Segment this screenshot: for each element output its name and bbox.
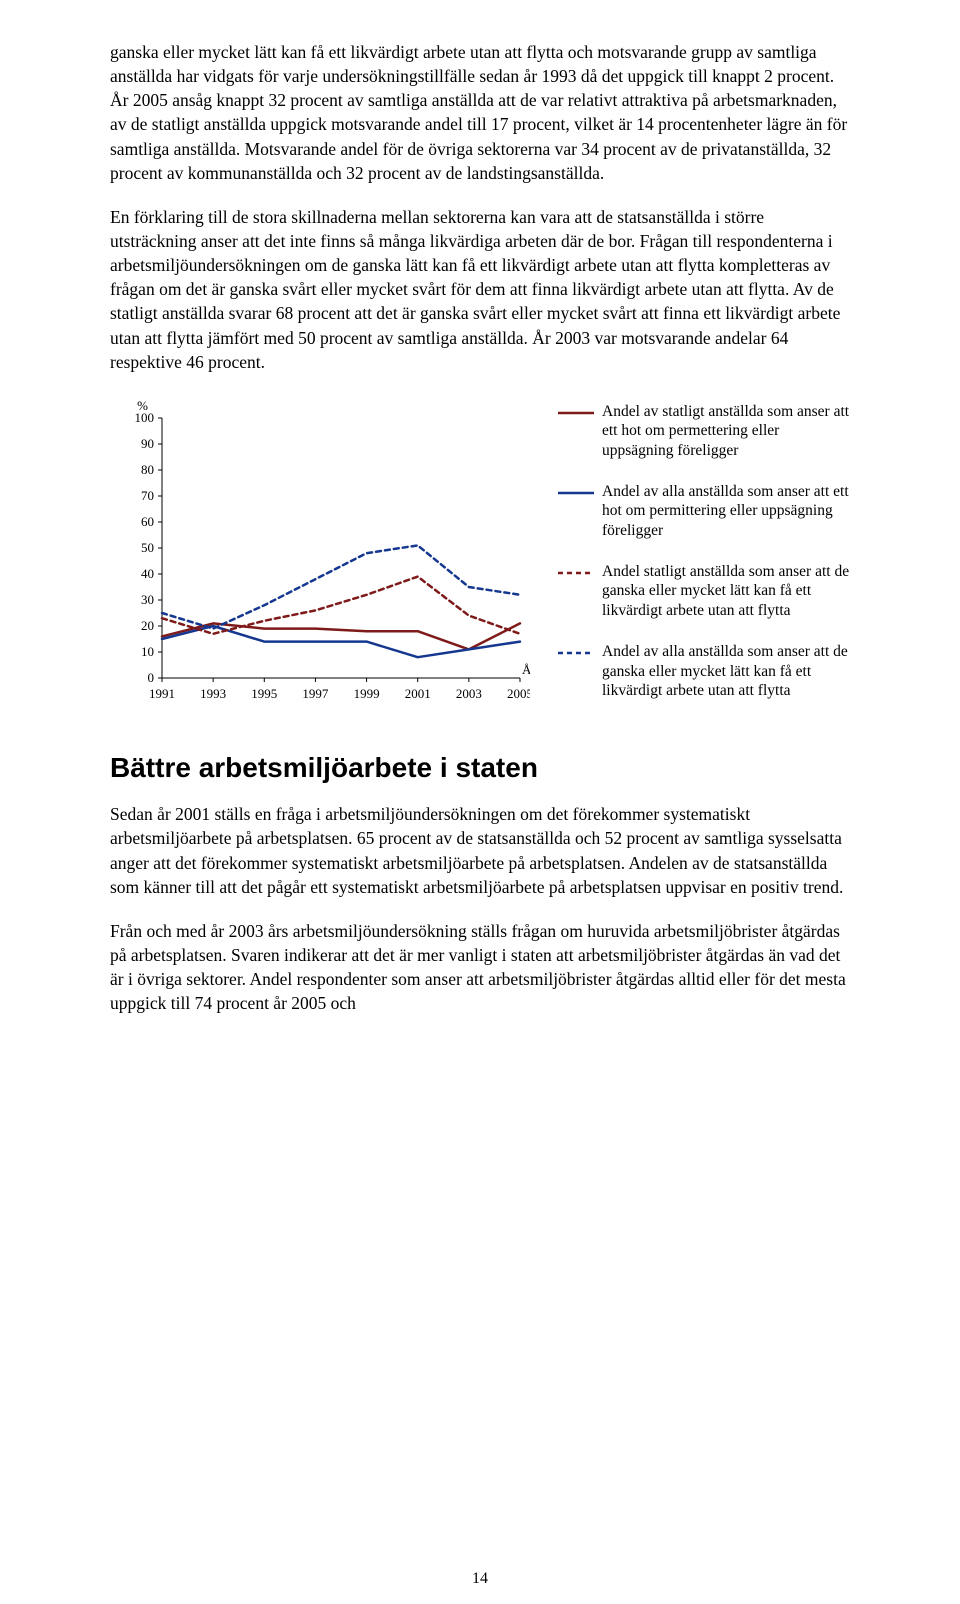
legend-swatch — [558, 570, 594, 576]
legend-entry: Andel av alla anställda som anser att de… — [558, 642, 850, 700]
svg-text:40: 40 — [141, 566, 154, 581]
svg-text:90: 90 — [141, 436, 154, 451]
section-heading: Bättre arbetsmiljöarbete i staten — [110, 752, 850, 784]
svg-text:70: 70 — [141, 488, 154, 503]
chart-legend: Andel av statligt anställda som anser at… — [530, 394, 850, 723]
legend-swatch — [558, 410, 594, 416]
svg-text:1997: 1997 — [302, 686, 329, 701]
svg-text:1991: 1991 — [149, 686, 175, 701]
svg-text:%: % — [137, 398, 148, 413]
page-number: 14 — [0, 1570, 960, 1588]
svg-text:År: År — [522, 662, 530, 677]
svg-text:1995: 1995 — [251, 686, 277, 701]
svg-text:20: 20 — [141, 618, 154, 633]
line-chart: 0102030405060708090100199119931995199719… — [110, 394, 530, 714]
svg-text:80: 80 — [141, 462, 154, 477]
chart-svg: 0102030405060708090100199119931995199719… — [110, 394, 530, 714]
paragraph-4: Från och med år 2003 års arbetsmiljöunde… — [110, 919, 850, 1016]
svg-text:60: 60 — [141, 514, 154, 529]
paragraph-2: En förklaring till de stora skillnaderna… — [110, 205, 850, 374]
legend-swatch — [558, 490, 594, 496]
svg-text:1999: 1999 — [354, 686, 380, 701]
page: ganska eller mycket lätt kan få ett likv… — [0, 0, 960, 1604]
svg-text:0: 0 — [148, 670, 155, 685]
legend-label: Andel statligt anställda som anser att d… — [602, 562, 850, 620]
svg-text:2005: 2005 — [507, 686, 530, 701]
chart-wrap: 0102030405060708090100199119931995199719… — [110, 394, 850, 723]
svg-text:2003: 2003 — [456, 686, 482, 701]
legend-entry: Andel av alla anställda som anser att et… — [558, 482, 850, 540]
svg-text:50: 50 — [141, 540, 154, 555]
legend-entry: Andel av statligt anställda som anser at… — [558, 402, 850, 460]
legend-entry: Andel statligt anställda som anser att d… — [558, 562, 850, 620]
legend-swatch — [558, 650, 594, 656]
paragraph-3: Sedan år 2001 ställs en fråga i arbetsmi… — [110, 802, 850, 899]
svg-text:10: 10 — [141, 644, 154, 659]
svg-text:2001: 2001 — [405, 686, 431, 701]
paragraph-1: ganska eller mycket lätt kan få ett likv… — [110, 40, 850, 185]
legend-label: Andel av alla anställda som anser att de… — [602, 642, 850, 700]
legend-label: Andel av statligt anställda som anser at… — [602, 402, 850, 460]
svg-text:1993: 1993 — [200, 686, 226, 701]
svg-text:30: 30 — [141, 592, 154, 607]
legend-label: Andel av alla anställda som anser att et… — [602, 482, 850, 540]
